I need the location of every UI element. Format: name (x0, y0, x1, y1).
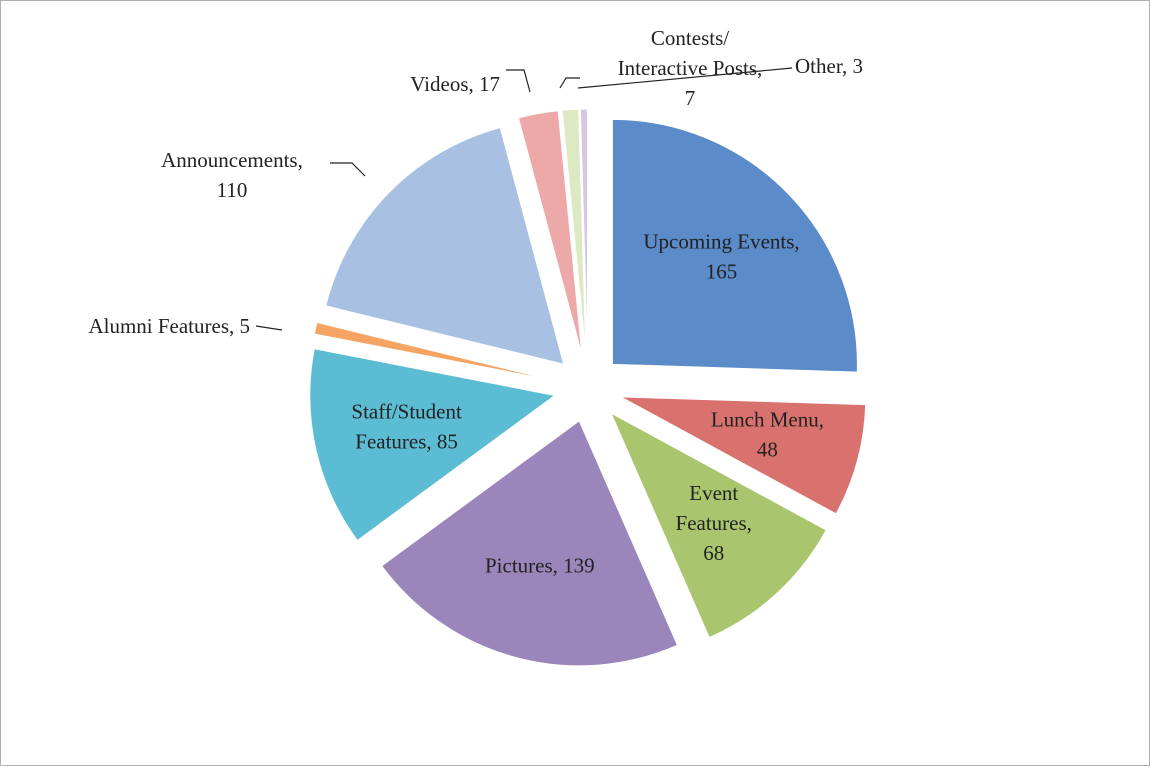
data-label: Contests/Interactive Posts, 7 (618, 26, 763, 110)
leader-line (559, 77, 580, 89)
pie-slice (561, 108, 587, 355)
leader-line (577, 67, 793, 89)
data-label: Videos, 17 (410, 72, 500, 96)
pie-slice (313, 321, 555, 382)
data-label: Pictures, 139 (485, 553, 595, 577)
data-label: Alumni Features, 5 (88, 314, 250, 338)
pie-slice (620, 396, 867, 515)
data-label: Announcements, 110 (161, 148, 303, 202)
data-label: Other, 3 (795, 54, 863, 78)
pie-slice (609, 411, 827, 639)
leader-line (506, 69, 531, 93)
data-label: Staff/Student Features, 85 (351, 400, 462, 454)
data-label: Lunch Menu, 48 (711, 407, 824, 461)
pie-slice (325, 126, 565, 365)
pie-slice (517, 110, 583, 355)
data-label: Upcoming Events, 165 (643, 229, 799, 283)
data-label: Event Features, 68 (676, 481, 752, 565)
pie-slice (381, 420, 679, 667)
pie-slice (611, 118, 858, 373)
pie-slice (309, 348, 557, 542)
leader-line (330, 162, 366, 177)
leader-line (255, 325, 283, 331)
pie-slice (579, 108, 589, 355)
